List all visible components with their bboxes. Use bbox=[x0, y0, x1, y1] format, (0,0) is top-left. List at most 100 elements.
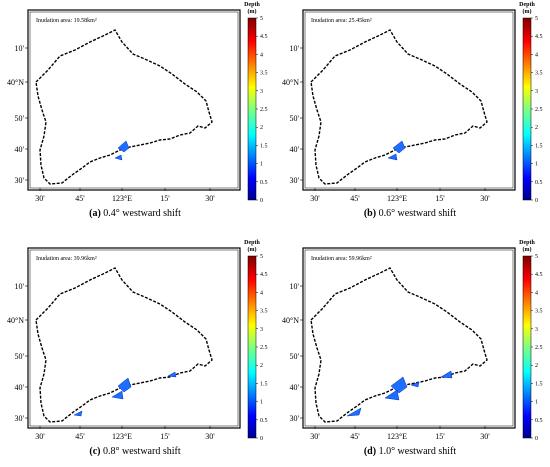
colorbar-tick-label: 4.5 bbox=[535, 34, 543, 40]
colorbar bbox=[522, 17, 532, 201]
colorbar-unit: (m) bbox=[523, 246, 532, 253]
inundation-area bbox=[346, 407, 362, 417]
inundation-area bbox=[387, 153, 398, 161]
map-frame bbox=[302, 247, 516, 429]
panel-caption-text: 0.6° westward shift bbox=[379, 208, 457, 219]
colorbar-tick-label: 1 bbox=[535, 400, 538, 406]
colorbar-title: Depth bbox=[519, 2, 535, 8]
colorbar-tick-label: 5 bbox=[535, 254, 538, 260]
colorbar bbox=[247, 255, 257, 439]
colorbar-tick-label: 1.5 bbox=[260, 381, 268, 387]
x-tick-label: 123°E bbox=[387, 432, 407, 441]
colorbar-unit: (m) bbox=[248, 8, 257, 15]
x-tick-label: 30' bbox=[205, 432, 215, 441]
y-tick-label: 30' bbox=[290, 176, 300, 185]
colorbar-tick-label: 3.5 bbox=[260, 309, 268, 315]
y-tick-label: 40' bbox=[15, 145, 25, 154]
colorbar-tick-label: 4.5 bbox=[260, 34, 268, 40]
coastline bbox=[310, 267, 488, 423]
colorbar-tick-label: 3 bbox=[260, 327, 263, 333]
panel-label: (b) bbox=[364, 208, 376, 219]
panel-caption: (d) 1.0° westward shift bbox=[364, 446, 457, 457]
inundation-area bbox=[114, 154, 123, 161]
x-tick-label: 45' bbox=[75, 432, 85, 441]
colorbar-tick-label: 2.5 bbox=[535, 107, 543, 113]
map-frame bbox=[27, 9, 241, 191]
colorbar-unit: (m) bbox=[523, 8, 532, 15]
x-tick-label: 30' bbox=[35, 194, 45, 203]
y-tick-label: 30' bbox=[15, 176, 25, 185]
inundation-area bbox=[167, 371, 177, 378]
colorbar-tick-label: 2 bbox=[535, 363, 538, 369]
panel-caption: (b) 0.6° westward shift bbox=[364, 208, 457, 219]
inundation-area bbox=[111, 390, 124, 400]
colorbar-tick-label: 2 bbox=[535, 125, 538, 131]
x-tick-label: 45' bbox=[350, 432, 360, 441]
map-inner-frame bbox=[29, 249, 239, 427]
map-inner-frame bbox=[304, 11, 514, 189]
inundation-area bbox=[392, 140, 406, 154]
y-tick-label: 30' bbox=[15, 414, 25, 423]
inundation-annotation: Inudation area: 19.58km² bbox=[36, 18, 97, 24]
x-tick-label: 45' bbox=[75, 194, 85, 203]
colorbar-tick-label: 2.5 bbox=[260, 345, 268, 351]
panel-caption: (a) 0.4° westward shift bbox=[89, 208, 181, 219]
panel-label: (a) bbox=[89, 208, 101, 219]
x-tick-label: 30' bbox=[480, 194, 490, 203]
colorbar-tick-label: 3.5 bbox=[535, 71, 543, 77]
y-tick-label: 40°N bbox=[282, 78, 299, 87]
colorbar bbox=[247, 17, 257, 201]
inundation-area bbox=[117, 377, 132, 393]
colorbar-tick-label: 1 bbox=[535, 162, 538, 168]
map-frame bbox=[27, 247, 241, 429]
x-tick-label: 30' bbox=[310, 194, 320, 203]
map-inner-frame bbox=[304, 249, 514, 427]
colorbar-tick-label: 5 bbox=[535, 16, 538, 22]
inundation-area bbox=[117, 140, 130, 153]
colorbar-tick-label: 0.5 bbox=[535, 180, 543, 186]
colorbar-tick-label: 2.5 bbox=[260, 107, 268, 113]
inundation-annotation: Inudation area: 25.45km² bbox=[311, 18, 372, 24]
x-tick-label: 15' bbox=[435, 432, 445, 441]
y-tick-label: 50' bbox=[15, 114, 25, 123]
colorbar-tick-label: 3.5 bbox=[260, 71, 268, 77]
inundation-area bbox=[390, 376, 408, 394]
x-tick-label: 15' bbox=[160, 432, 170, 441]
colorbar-title: Depth bbox=[519, 240, 535, 246]
colorbar-tick-label: 2 bbox=[260, 125, 263, 131]
panel-caption: (c) 0.8° westward shift bbox=[89, 446, 180, 457]
colorbar-tick-label: 0.5 bbox=[535, 418, 543, 424]
x-tick-label: 15' bbox=[160, 194, 170, 203]
colorbar-tick-label: 0 bbox=[535, 198, 538, 204]
x-tick-label: 30' bbox=[205, 194, 215, 203]
y-tick-label: 40' bbox=[290, 383, 300, 392]
colorbar-unit: (m) bbox=[248, 246, 257, 253]
colorbar-tick-label: 0.5 bbox=[260, 180, 268, 186]
colorbar-tick-label: 3 bbox=[535, 89, 538, 95]
colorbar-tick-label: 5 bbox=[260, 16, 263, 22]
y-tick-label: 30' bbox=[290, 414, 300, 423]
colorbar-tick-label: 1 bbox=[260, 400, 263, 406]
colorbar-tick-label: 1.5 bbox=[535, 381, 543, 387]
colorbar-tick-label: 2 bbox=[260, 363, 263, 369]
inundation-area bbox=[73, 410, 83, 417]
inundation-area bbox=[384, 389, 400, 401]
colorbar-tick-label: 0.5 bbox=[260, 418, 268, 424]
colorbar-tick-label: 4.5 bbox=[535, 272, 543, 278]
panel-caption-text: 0.8° westward shift bbox=[103, 446, 181, 457]
y-tick-label: 40°N bbox=[7, 316, 24, 325]
y-tick-label: 10' bbox=[15, 282, 25, 291]
x-tick-label: 123°E bbox=[112, 432, 132, 441]
inundation-annotation: Inudation area: 39.96km² bbox=[36, 256, 97, 262]
y-tick-label: 40' bbox=[290, 145, 300, 154]
colorbar-tick-label: 1 bbox=[260, 162, 263, 168]
colorbar-tick-label: 4 bbox=[260, 290, 263, 296]
colorbar bbox=[522, 255, 532, 439]
x-tick-label: 30' bbox=[480, 432, 490, 441]
colorbar-tick-label: 2.5 bbox=[535, 345, 543, 351]
x-tick-label: 45' bbox=[350, 194, 360, 203]
colorbar-tick-label: 1.5 bbox=[535, 143, 543, 149]
